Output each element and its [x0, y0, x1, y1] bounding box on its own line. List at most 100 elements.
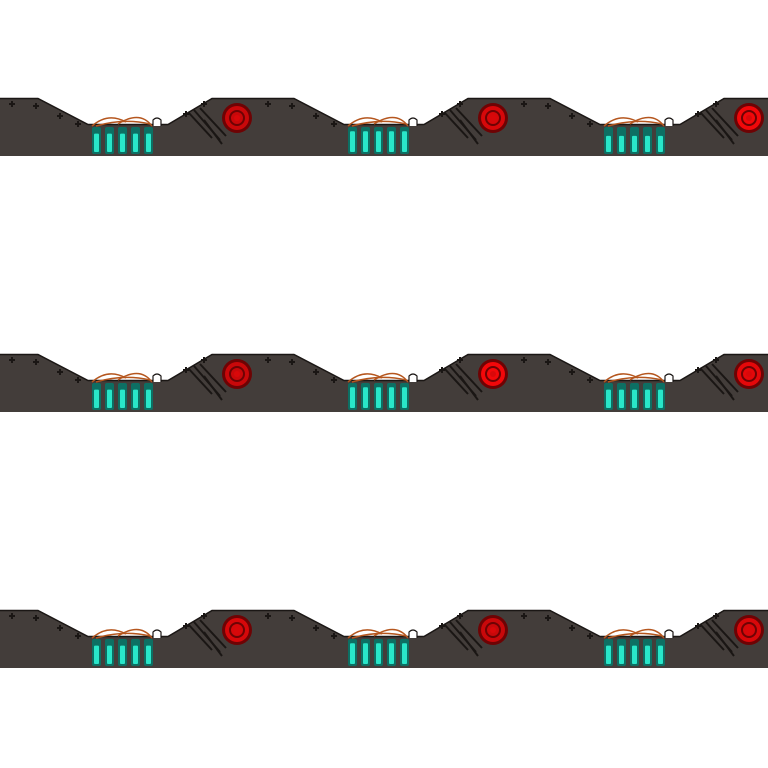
- rivet-icon: [439, 623, 445, 629]
- rivet-icon: [313, 369, 319, 375]
- vent-glow: [363, 643, 368, 664]
- vent-glow: [606, 135, 611, 152]
- vent-glow: [94, 645, 99, 664]
- rivet-icon: [183, 623, 189, 629]
- vent-glow: [133, 645, 138, 664]
- vent-glow: [133, 133, 138, 152]
- warning-lamp-icon: [478, 103, 508, 133]
- rivet-icon: [713, 101, 719, 107]
- warning-lamp-icon: [478, 615, 508, 645]
- vent-glow: [133, 389, 138, 408]
- rivet-icon: [201, 357, 207, 363]
- rivet-icon: [587, 121, 593, 127]
- rivet-icon: [713, 613, 719, 619]
- rivet-icon: [201, 613, 207, 619]
- vent-glow: [632, 135, 637, 152]
- wire-bundle: [603, 116, 665, 127]
- rivet-icon: [289, 359, 295, 365]
- vent-glow: [350, 643, 355, 664]
- rivet-icon: [439, 111, 445, 117]
- clamp-icon: [152, 629, 162, 638]
- wire-bundle: [347, 116, 409, 127]
- vent-array: [604, 639, 665, 666]
- grille-slashes: [443, 363, 483, 401]
- vent-glow: [645, 645, 650, 664]
- rivet-icon: [331, 633, 337, 639]
- grille-slashes: [699, 107, 739, 145]
- vent-glow: [107, 645, 112, 664]
- vent-glow: [94, 389, 99, 408]
- vent-array: [92, 639, 153, 666]
- vent-glow: [658, 645, 663, 664]
- wire-bundle: [603, 372, 665, 383]
- ground-tile: [512, 97, 768, 156]
- clamp-icon: [152, 373, 162, 382]
- rivet-icon: [75, 633, 81, 639]
- clamp-icon: [408, 629, 418, 638]
- clamp-icon: [664, 373, 674, 382]
- rivet-icon: [313, 113, 319, 119]
- rivet-icon: [587, 377, 593, 383]
- rivet-icon: [695, 111, 701, 117]
- ground-edge: [0, 97, 256, 126]
- ground-edge: [512, 609, 768, 638]
- rivet-icon: [569, 369, 575, 375]
- rivet-icon: [75, 121, 81, 127]
- clamp-icon: [664, 629, 674, 638]
- vent-array: [92, 383, 153, 410]
- vent-glow: [389, 387, 394, 408]
- wire-bundle: [91, 372, 153, 383]
- wire-bundle: [91, 116, 153, 127]
- vent-glow: [146, 389, 151, 408]
- vent-glow: [389, 131, 394, 152]
- vent-glow: [645, 135, 650, 152]
- rivet-icon: [57, 625, 63, 631]
- vent-glow: [658, 135, 663, 152]
- vent-glow: [376, 643, 381, 664]
- ground-tile: [256, 353, 512, 412]
- vent-glow: [389, 643, 394, 664]
- rivet-icon: [265, 357, 271, 363]
- rivet-icon: [289, 103, 295, 109]
- rivet-icon: [183, 111, 189, 117]
- vent-glow: [606, 389, 611, 408]
- vent-array: [348, 639, 409, 666]
- vent-glow: [146, 645, 151, 664]
- warning-lamp-icon: [734, 615, 764, 645]
- warning-lamp-icon: [478, 359, 508, 389]
- rivet-icon: [587, 633, 593, 639]
- rivet-icon: [457, 357, 463, 363]
- vent-glow: [363, 131, 368, 152]
- grille-slashes: [187, 363, 227, 401]
- rivet-icon: [331, 377, 337, 383]
- vent-glow: [120, 133, 125, 152]
- vent-array: [604, 383, 665, 410]
- rivet-icon: [569, 625, 575, 631]
- ground-tile: [512, 609, 768, 668]
- ground-edge: [512, 97, 768, 126]
- warning-lamp-icon: [222, 103, 252, 133]
- rivet-icon: [521, 101, 527, 107]
- rivet-icon: [457, 101, 463, 107]
- rivet-icon: [457, 613, 463, 619]
- rivet-icon: [183, 367, 189, 373]
- vent-glow: [402, 387, 407, 408]
- ground-edge: [256, 97, 512, 126]
- rivet-icon: [9, 101, 15, 107]
- ground-edge: [512, 353, 768, 382]
- rivet-icon: [201, 101, 207, 107]
- rivet-icon: [9, 613, 15, 619]
- rivet-icon: [695, 367, 701, 373]
- vent-glow: [632, 645, 637, 664]
- grille-slashes: [443, 619, 483, 657]
- rivet-icon: [331, 121, 337, 127]
- vent-glow: [350, 131, 355, 152]
- vent-glow: [645, 389, 650, 408]
- warning-lamp-icon: [734, 103, 764, 133]
- rivet-icon: [265, 613, 271, 619]
- vent-array: [348, 127, 409, 154]
- vent-glow: [402, 643, 407, 664]
- clamp-icon: [408, 373, 418, 382]
- rivet-icon: [569, 113, 575, 119]
- ground-tile: [0, 609, 256, 668]
